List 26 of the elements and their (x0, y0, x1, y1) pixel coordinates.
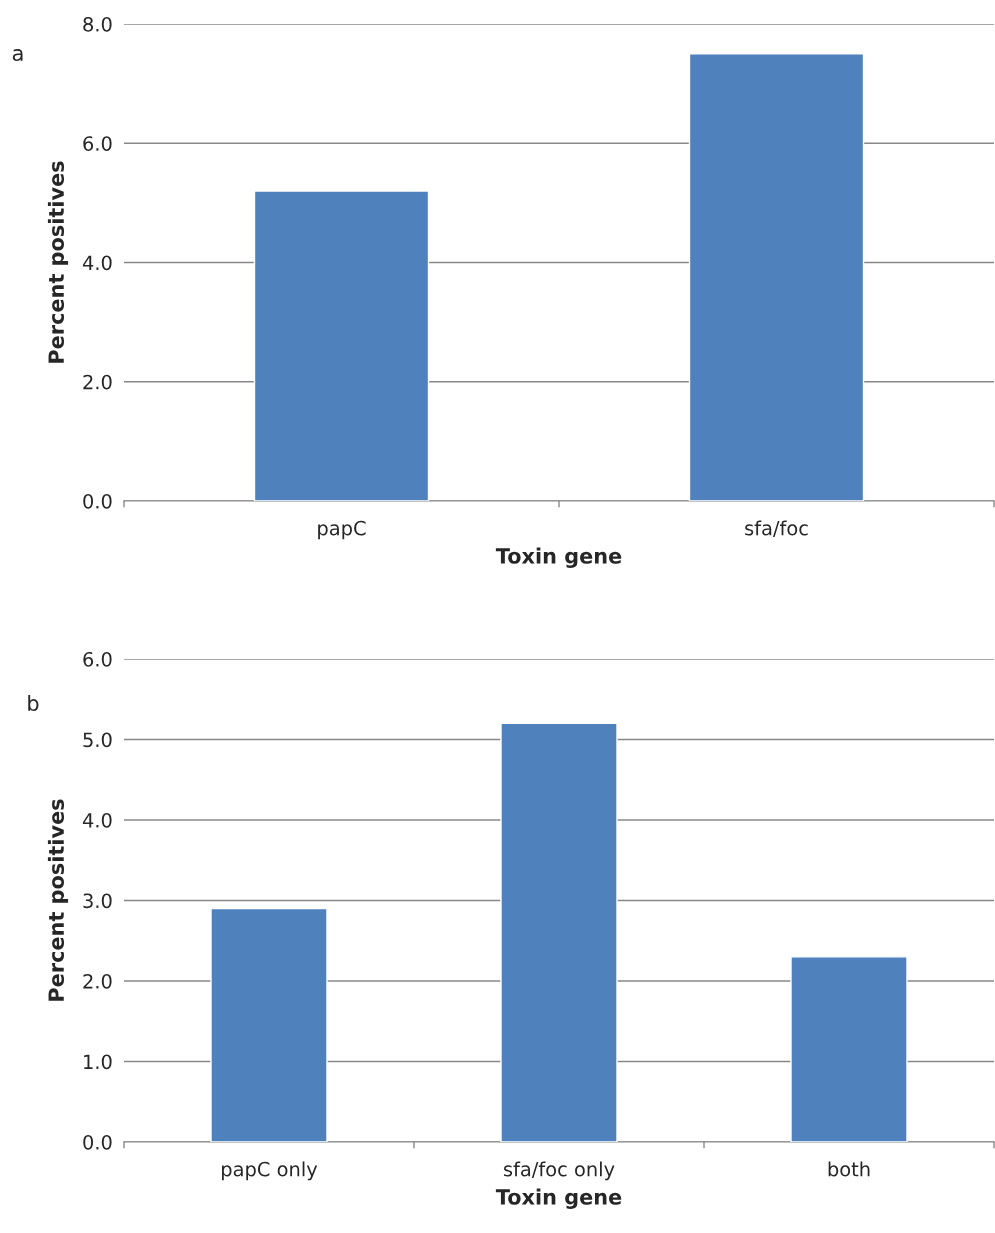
x-axis-title: Toxin gene (495, 547, 622, 568)
y-axis-title: Percent positives (47, 161, 69, 363)
x-tick-label: sfa/foc (745, 520, 808, 538)
y-tick-label: 2.0 (83, 973, 112, 989)
y-tick-label: 3.0 (83, 893, 112, 909)
text: a (12, 49, 23, 62)
bar (790, 956, 908, 1142)
y-tick-label: 5.0 (83, 732, 112, 748)
y-tick-label: 2.0 (83, 374, 112, 390)
bar (210, 907, 328, 1142)
x-axis-title: Toxin gene (495, 1188, 622, 1209)
x-tick-label: papC only (222, 1161, 318, 1181)
y-tick-label: 1.0 (84, 1054, 112, 1070)
y-tick-label: 6.0 (83, 136, 112, 151)
x-tick-label: sfa/foc only (503, 1161, 615, 1181)
y-tick-label: 0.0 (83, 1134, 112, 1150)
y-tick-label: 8.0 (83, 16, 112, 32)
y-tick-label: 4.0 (82, 255, 112, 271)
text: b (28, 694, 39, 712)
y-tick-label: 6.0 (83, 651, 112, 667)
x-tick-label: papC (318, 520, 366, 540)
x-tick-label: both (828, 1161, 870, 1177)
bar (500, 722, 618, 1142)
y-axis-title: Percent positives (47, 799, 69, 1001)
y-tick-label: 4.0 (82, 812, 112, 828)
y-tick-label: 0.0 (83, 493, 112, 509)
